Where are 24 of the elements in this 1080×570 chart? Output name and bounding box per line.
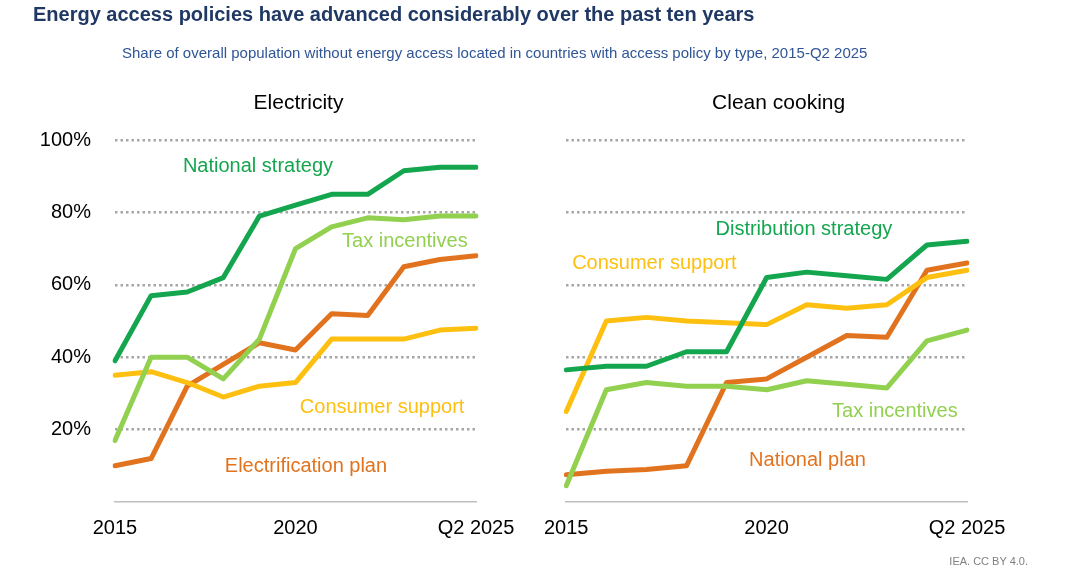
series-label: National strategy	[182, 154, 333, 177]
x-tick-label: 2015	[92, 515, 138, 538]
y-tick-label: 80%	[50, 199, 92, 222]
y-tick-label: 100%	[39, 127, 92, 150]
text: IEA. CC BY 4.0.	[949, 555, 1028, 567]
text: Consumer support	[572, 250, 738, 273]
series-label: Tax incentives	[832, 399, 958, 422]
text: Electrification plan	[224, 453, 388, 476]
x-tick-label: 2020	[273, 515, 318, 538]
series-label: Tax incentives	[342, 228, 468, 251]
y-tick-label: 20%	[50, 417, 92, 440]
x-tick-label: Q2 2025	[928, 515, 1006, 538]
text: Energy access policies have advanced considerably over the past ten years	[33, 3, 755, 26]
series-label: Consumer support	[299, 395, 465, 418]
y-tick-label: 40%	[50, 344, 92, 367]
text: Share of overall population without energy access located in countries with access policy by type, 2015-Q2 2025	[122, 44, 868, 61]
y-tick-label: 60%	[50, 272, 92, 295]
x-tick-label: 2020	[744, 515, 789, 538]
x-tick-label: Q2 2025	[437, 515, 515, 538]
x-tick-label: 2015	[544, 515, 589, 538]
chart-title: Clean cooking	[712, 89, 846, 113]
series-label: Distribution strategy	[715, 216, 893, 239]
text: National plan	[749, 447, 866, 470]
chart-title: Electricity	[253, 89, 344, 113]
